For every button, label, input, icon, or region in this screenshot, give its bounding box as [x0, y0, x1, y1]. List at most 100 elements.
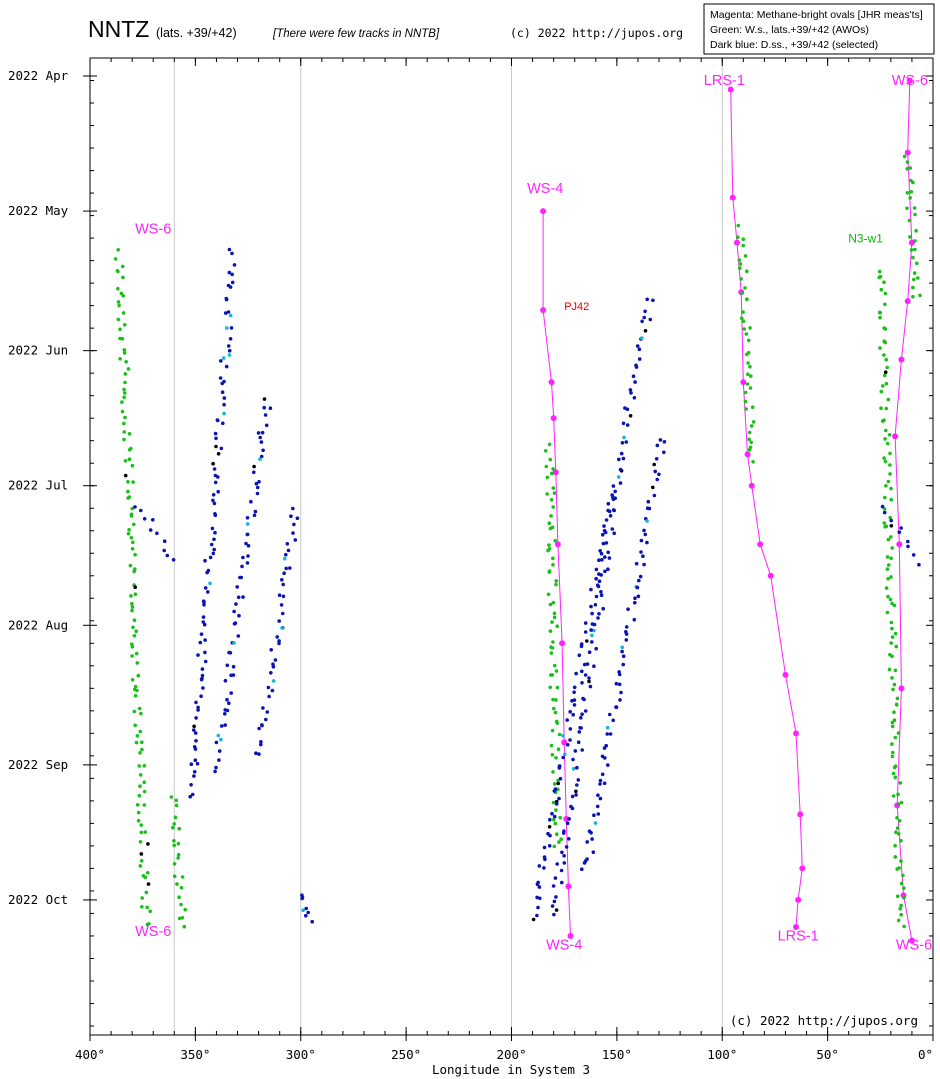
dark-blue-ds-point [619, 690, 623, 695]
magenta-oval-point [896, 541, 903, 548]
dark-blue-ds-point [211, 461, 215, 466]
dark-blue-ds-point [556, 781, 560, 786]
y-tick-label: 2022 May [8, 203, 69, 218]
green-ws-point [751, 420, 756, 424]
dark-blue-ds-point [563, 752, 567, 757]
dark-blue-ds-point [229, 673, 233, 678]
dark-blue-ds-point [155, 531, 159, 536]
vertical-gridlines [173, 58, 723, 1035]
dark-blue-ds-point [598, 796, 603, 801]
green-ws-point [909, 190, 914, 194]
green-ws-point [890, 742, 894, 746]
dark-blue-ds-point [550, 904, 555, 908]
dark-blue-ds-point [597, 558, 601, 562]
dark-blue-ds-point [889, 524, 894, 528]
dark-blue-ds-point [210, 526, 215, 531]
green-ws-point [886, 576, 890, 581]
dark-blue-ds-point [304, 913, 308, 918]
x-tick-label: 400° [75, 1047, 105, 1062]
green-ws-point [740, 291, 744, 295]
dark-blue-ds-point [224, 364, 229, 369]
green-ws-point [915, 261, 919, 266]
dark-blue-ds-point [651, 298, 655, 303]
green-ws-point [177, 826, 181, 831]
dark-blue-ds-point [171, 558, 176, 562]
dark-blue-ds-point [590, 611, 594, 616]
dark-blue-ds-point [626, 607, 630, 611]
dark-blue-ds-point [662, 440, 667, 444]
dark-blue-ds-point [203, 638, 207, 642]
green-ws-point [133, 592, 138, 596]
green-ws-point [121, 275, 125, 280]
green-ws-point [135, 661, 140, 665]
dark-blue-ds-point [601, 541, 606, 546]
magenta-oval-point [550, 415, 557, 422]
dark-blue-ds-point [640, 336, 644, 340]
dark-blue-ds-point [212, 501, 217, 506]
dark-blue-ds-point [594, 576, 598, 581]
dark-blue-ds-point [220, 381, 224, 386]
dark-blue-ds-point [536, 905, 540, 910]
green-ws-point [911, 285, 915, 290]
dark-blue-ds-point [270, 688, 275, 693]
green-ws-point [554, 698, 558, 702]
x-axis-label: Longitude in System 3 [432, 1062, 590, 1077]
dark-blue-ds-point [624, 625, 629, 629]
feature-label: WS-4 [546, 937, 582, 953]
green-ws-point [552, 663, 557, 668]
green-ws-point [130, 654, 134, 658]
dark-blue-ds-point [629, 391, 633, 395]
dark-blue-ds-point [642, 528, 646, 533]
dark-blue-ds-point [603, 555, 607, 559]
green-ws-point [748, 364, 752, 369]
green-ws-point [179, 902, 183, 907]
dark-blue-ds-point [658, 438, 663, 442]
green-ws-point [123, 380, 127, 385]
dark-blue-ds-point [632, 396, 637, 400]
green-ws-point [554, 756, 558, 760]
dark-blue-ds-point [572, 690, 576, 694]
dark-blue-ds-point [261, 448, 265, 453]
dark-blue-ds-point [589, 831, 593, 835]
y-tick-label: 2022 Jul [8, 478, 68, 493]
dark-blue-ds-point [587, 679, 591, 684]
dark-blue-ds-point [211, 498, 215, 503]
dark-blue-ds-point [596, 812, 601, 816]
green-ws-point [118, 327, 122, 332]
dark-blue-ds-point [655, 443, 660, 448]
green-ws-point [912, 206, 917, 210]
y-tick-label: 2022 Sep [8, 757, 68, 772]
green-ws-point [886, 537, 891, 542]
dark-blue-ds-point [194, 716, 198, 720]
green-ws-point [124, 360, 128, 364]
green-ws-point [897, 819, 902, 823]
dark-blue-ds-point [555, 862, 559, 866]
dark-blue-ds-point [212, 537, 216, 542]
green-ws-point [747, 338, 751, 343]
dark-blue-ds-point [222, 396, 227, 400]
dark-blue-ds-point [574, 671, 578, 676]
green-ws-point [548, 685, 552, 690]
green-ws-point [745, 382, 750, 386]
green-ws-point [894, 644, 899, 649]
green-ws-point [137, 764, 141, 768]
dark-blue-ds-point [223, 678, 228, 683]
green-ws-point [899, 859, 903, 863]
green-ws-point [884, 484, 888, 488]
dark-blue-ds-point [646, 499, 651, 504]
dark-blue-ds-point [621, 421, 626, 426]
green-ws-point [882, 373, 887, 378]
dark-blue-ds-point [228, 285, 233, 289]
dark-blue-ds-point [200, 667, 205, 671]
dark-blue-ds-point [227, 270, 232, 275]
dark-blue-ds-point [596, 616, 600, 620]
dark-blue-ds-point [232, 641, 236, 645]
dark-blue-ds-point [577, 730, 582, 734]
green-ws-point [130, 645, 135, 649]
dark-blue-ds-point [548, 833, 552, 838]
green-ws-point [548, 629, 553, 633]
dark-blue-ds-point [597, 612, 601, 616]
green-ws-point [896, 918, 901, 923]
green-ws-point [130, 608, 134, 613]
dark-blue-ds-point [606, 763, 610, 767]
